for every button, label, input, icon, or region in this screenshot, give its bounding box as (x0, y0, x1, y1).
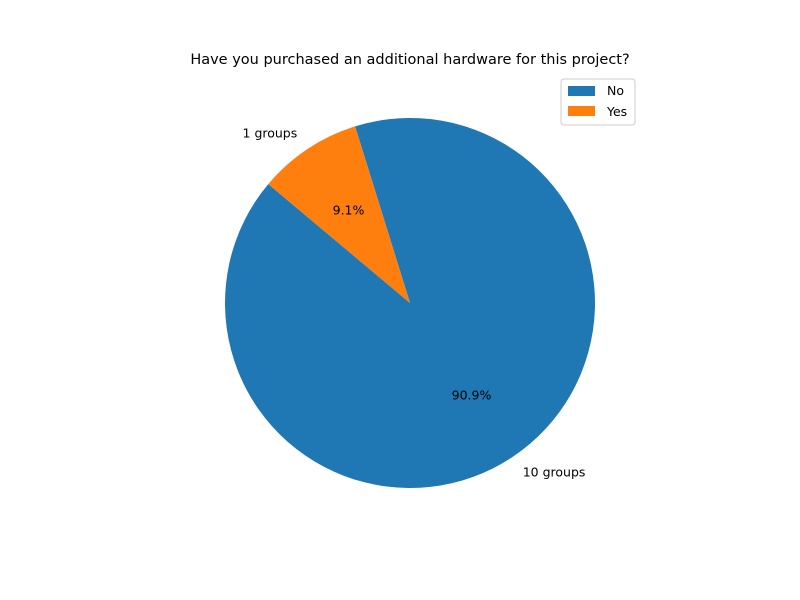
legend-label-no: No (607, 83, 624, 98)
pie-slice-no (224, 118, 595, 489)
legend: No Yes (560, 78, 636, 126)
slice-label-no: 10 groups (523, 464, 586, 479)
legend-swatch-yes (568, 106, 595, 116)
pie-slices (224, 118, 595, 489)
slice-percent-yes: 9.1% (333, 203, 365, 218)
chart-title: Have you purchased an additional hardwar… (190, 52, 629, 68)
legend-label-yes: Yes (606, 104, 627, 119)
slice-percent-no: 90.9% (452, 387, 492, 402)
legend-swatch-no (568, 86, 595, 96)
slice-label-yes: 1 groups (243, 126, 298, 141)
slice-labels: 10 groups 90.9% 1 groups 9.1% (243, 126, 586, 480)
pie-slice-yes (268, 126, 410, 304)
